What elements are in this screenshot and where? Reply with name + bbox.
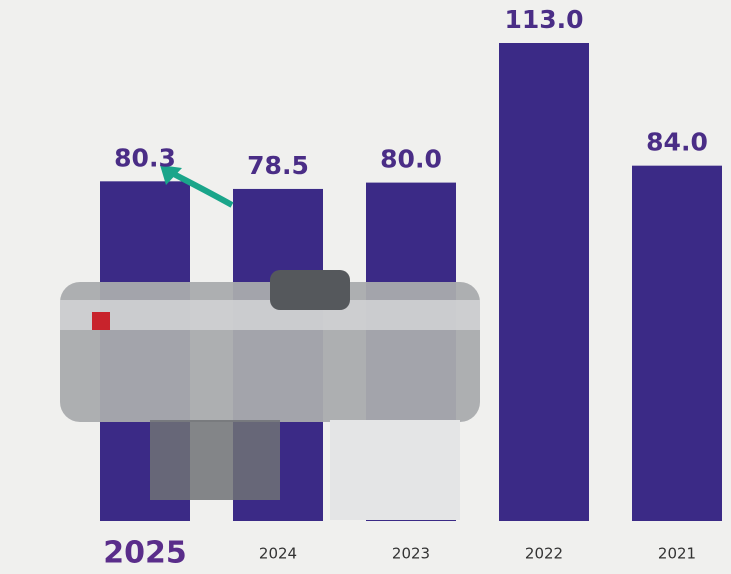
machine-motor	[270, 270, 350, 310]
machine-base	[150, 420, 280, 500]
bar	[499, 43, 589, 521]
machine-cabinet	[330, 420, 460, 520]
machine-illustration	[60, 270, 480, 520]
bar	[632, 165, 722, 522]
x-tick-label: 2023	[392, 545, 430, 563]
x-tick-label: 2022	[525, 545, 563, 563]
value-label: 84.0	[646, 128, 708, 157]
machine-highlight	[60, 300, 480, 330]
arrow-head	[160, 165, 182, 185]
value-label: 80.3	[114, 143, 176, 172]
x-tick-label: 2024	[259, 545, 297, 563]
machine-part	[92, 312, 110, 330]
value-label: 78.5	[247, 151, 309, 180]
value-label: 113.0	[504, 5, 583, 34]
value-label: 80.0	[380, 145, 442, 174]
x-tick-label: 2021	[658, 545, 696, 563]
x-tick-label: 2025	[103, 536, 187, 571]
